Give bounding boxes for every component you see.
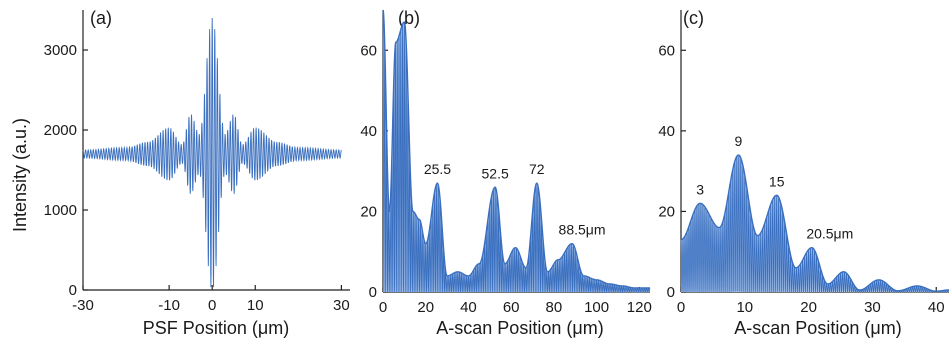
- panel-a-ytick-label: 2000: [44, 122, 77, 139]
- panel-b-xtick-label: 20: [417, 299, 434, 316]
- panel-c-ytick-label: 60: [658, 42, 675, 59]
- panel-a-xtick-label: 30: [333, 297, 350, 314]
- panel-c-xtick-label: 10: [736, 299, 753, 316]
- panel-c-peak-label: 3: [696, 181, 704, 197]
- panel-c-peak-label: 15: [769, 173, 785, 189]
- panel-a-ylabel: Intensity (a.u.): [10, 118, 30, 232]
- panel-b-envelope-line: [382, 9, 650, 289]
- panel-b-xtick-label: 100: [584, 299, 609, 316]
- panel-b-xtick-label: 40: [460, 299, 477, 316]
- panel-b-ytick-label: 60: [360, 42, 377, 59]
- panel-c-xtick-label: 30: [864, 299, 881, 316]
- panel-c-xtick-label: 20: [800, 299, 817, 316]
- panel-c-label: (c): [683, 8, 704, 28]
- panel-a-ytick-label: 1000: [44, 202, 77, 219]
- panel-a-xtick-label: 10: [247, 297, 264, 314]
- panel-c-ytick-label: 0: [667, 284, 675, 301]
- panel-b: (b) A-scan Position (μm) 0 20 40 60 0 20 40 60 8…: [360, 8, 652, 338]
- panel-b-xtick-label: 80: [546, 299, 563, 316]
- panel-c: (c) A-scan Position (μm) 0 20 40 60 0 10 20 30 4…: [658, 8, 949, 338]
- panel-c-peak-label: 20.5μm: [806, 226, 853, 242]
- panel-a-xlabel: PSF Position (μm): [143, 318, 289, 338]
- panel-a-ytick-label: 3000: [44, 42, 77, 59]
- panel-b-xtick-label: 0: [379, 299, 387, 316]
- panel-c-envelope-line: [680, 154, 949, 292]
- panel-b-ytick-label: 20: [360, 203, 377, 220]
- panel-c-fringe-trace: [680, 155, 949, 294]
- panel-b-ytick-label: 40: [360, 123, 377, 140]
- panel-b-label: (b): [398, 8, 420, 28]
- panel-a-label: (a): [90, 8, 112, 28]
- psf-trace: [82, 17, 342, 288]
- panel-b-xtick-label: 120: [627, 299, 652, 316]
- panel-a-xtick-label: -10: [158, 297, 180, 314]
- panel-b-peak-label: 88.5μm: [559, 222, 606, 238]
- panel-a-ytick-label: 0: [69, 282, 77, 299]
- panel-b-xtick-label: 60: [503, 299, 520, 316]
- panel-a-xtick-label: -30: [72, 297, 94, 314]
- panel-c-ytick-label: 40: [658, 123, 675, 140]
- panel-b-peak-label: 72: [529, 161, 545, 177]
- panel-b-peak-label: 25.5: [424, 161, 451, 177]
- panel-c-xtick-label: 40: [928, 299, 945, 316]
- panel-c-xlabel: A-scan Position (μm): [734, 318, 901, 338]
- panel-b-peak-label: 52.5: [482, 165, 509, 181]
- panel-c-ytick-label: 20: [658, 203, 675, 220]
- panel-a-xtick-label: 0: [208, 297, 216, 314]
- panel-b-envelope-fill: [383, 10, 650, 292]
- panel-c-peak-label: 9: [735, 133, 743, 149]
- panel-b-ytick-label: 0: [369, 284, 377, 301]
- panel-b-xlabel: A-scan Position (μm): [436, 318, 603, 338]
- panel-c-xtick-label: 0: [677, 299, 685, 316]
- panel-a: (a) Intensity (a.u.) PSF Position (μm) 0…: [10, 8, 350, 338]
